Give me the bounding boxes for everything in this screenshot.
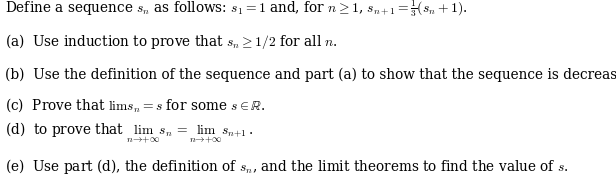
Text: (d)  to prove that $\lim_{n \to +\infty} s_n = \lim_{n \to +\infty} s_{n+1}$.: (d) to prove that $\lim_{n \to +\infty} … [5,120,253,145]
Text: (e)  Use part (d), the definition of $s_n$, and the limit theorems to find the v: (e) Use part (d), the definition of $s_n… [5,157,569,176]
Text: (a)  Use induction to prove that $s_n \geq 1/2$ for all $n$.: (a) Use induction to prove that $s_n \ge… [5,32,338,51]
Text: (b)  Use the definition of the sequence and part (a) to show that the sequence i: (b) Use the definition of the sequence a… [5,68,616,82]
Text: (c)  Prove that $\lim s_n = s$ for some $s \in \mathbb{R}$.: (c) Prove that $\lim s_n = s$ for some $… [5,96,265,114]
Text: Define a sequence $s_n$ as follows: $s_1 = 1$ and, for $n \geq 1$, $s_{n+1} = \f: Define a sequence $s_n$ as follows: $s_1… [5,0,468,19]
